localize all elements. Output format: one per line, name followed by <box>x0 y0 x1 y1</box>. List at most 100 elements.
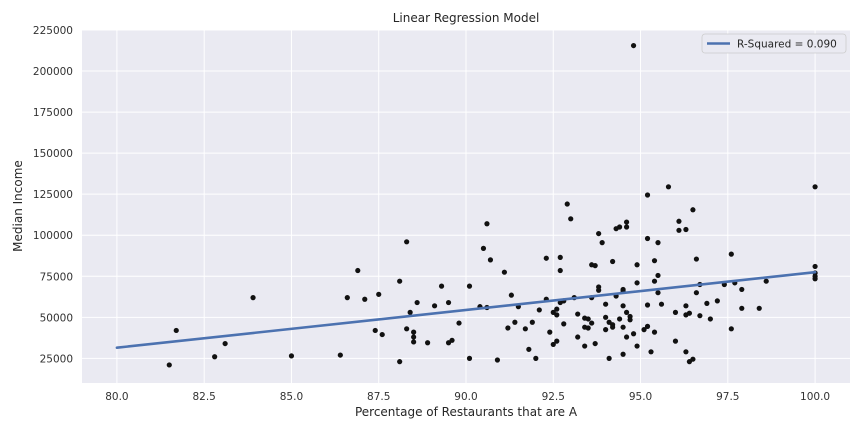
data-point <box>812 263 818 270</box>
data-point <box>596 287 602 293</box>
data-point <box>522 326 528 332</box>
data-point <box>543 255 549 261</box>
data-point <box>693 256 700 262</box>
data-point <box>739 305 745 311</box>
data-point <box>407 309 413 315</box>
data-point <box>596 230 602 237</box>
data-point <box>431 303 438 309</box>
data-point <box>526 346 532 352</box>
data-point <box>568 216 574 222</box>
data-point <box>812 184 818 190</box>
data-point <box>222 340 228 347</box>
data-point <box>554 306 560 312</box>
data-point <box>425 340 431 346</box>
data-point <box>655 272 661 279</box>
data-point <box>651 258 658 264</box>
y-axis-title: Median Income <box>11 160 25 252</box>
data-point <box>529 319 535 325</box>
data-point <box>512 319 518 325</box>
data-point <box>585 316 591 322</box>
x-tick-label: 80.0 <box>105 391 128 403</box>
data-point <box>585 325 591 331</box>
data-point <box>250 295 256 301</box>
x-tick-label: 97.5 <box>716 391 739 403</box>
data-point <box>697 313 703 319</box>
data-point <box>620 351 626 357</box>
data-point <box>445 299 452 306</box>
data-point <box>620 286 626 293</box>
legend-label: R-Squared = 0.090 <box>737 39 837 51</box>
chart-title: Linear Regression Model <box>393 11 540 25</box>
data-point <box>582 343 588 349</box>
data-point <box>665 184 672 190</box>
data-point <box>414 299 420 306</box>
x-tick-label: 90.0 <box>454 391 477 403</box>
data-point <box>547 329 553 335</box>
data-point <box>707 316 713 322</box>
data-point <box>672 309 679 315</box>
x-tick-label: 85.0 <box>280 391 303 403</box>
data-point <box>438 283 445 289</box>
data-point <box>672 338 679 344</box>
data-point <box>617 316 623 322</box>
legend-box <box>701 33 847 54</box>
x-tick-labels: 80.0 82.5 85.0 87.5 90.0 92.5 95.0 97.5 100.0 <box>105 391 830 403</box>
data-point <box>561 321 567 327</box>
x-tick-label: 95.0 <box>629 391 652 403</box>
regression-line <box>115 270 817 350</box>
data-point <box>411 329 417 335</box>
data-point <box>655 240 661 246</box>
data-point <box>449 337 455 343</box>
y-tick-label: 125000 <box>33 189 73 201</box>
grid-lines <box>82 29 850 383</box>
data-point <box>812 276 818 282</box>
data-point <box>372 327 378 334</box>
x-axis-title: Percentage of Restaurants that are A <box>355 405 578 419</box>
data-point <box>592 263 598 269</box>
data-point <box>337 352 343 358</box>
data-point <box>397 278 403 284</box>
data-point <box>644 323 651 329</box>
data-point <box>599 240 605 246</box>
data-point <box>480 245 487 251</box>
data-point <box>644 302 651 308</box>
data-point <box>634 343 640 349</box>
y-tick-label: 150000 <box>33 148 73 160</box>
y-tick-labels: 25000 50000 75000 100000 125000 150000 175000 2… <box>33 25 73 365</box>
data-point <box>651 329 658 335</box>
data-point <box>683 226 689 233</box>
y-tick-label: 200000 <box>33 66 73 78</box>
data-point <box>603 301 609 307</box>
data-point <box>634 280 640 286</box>
data-point <box>557 267 563 274</box>
data-point <box>739 286 745 293</box>
data-point <box>683 303 689 309</box>
data-point <box>494 357 501 363</box>
data-point <box>606 355 612 361</box>
x-tick-label: 100.0 <box>800 391 830 403</box>
data-point <box>644 192 651 198</box>
data-point <box>686 310 693 316</box>
data-point <box>623 309 630 315</box>
data-point <box>756 305 762 311</box>
data-point <box>550 341 556 348</box>
data-point <box>212 354 218 360</box>
data-point <box>704 300 710 306</box>
data-point <box>288 353 295 359</box>
data-point <box>456 320 462 326</box>
data-point <box>617 224 623 230</box>
data-point <box>693 290 700 296</box>
data-point <box>344 295 350 301</box>
y-tick-label: 225000 <box>33 25 73 37</box>
data-point <box>362 296 368 302</box>
x-tick-label: 87.5 <box>367 391 390 403</box>
data-point <box>589 320 595 326</box>
data-point <box>714 298 720 304</box>
legend: R-Squared = 0.090 <box>701 33 847 54</box>
data-point <box>397 359 403 365</box>
data-point <box>376 291 382 297</box>
data-point <box>683 349 689 355</box>
data-point <box>564 201 570 207</box>
data-point <box>620 303 626 309</box>
